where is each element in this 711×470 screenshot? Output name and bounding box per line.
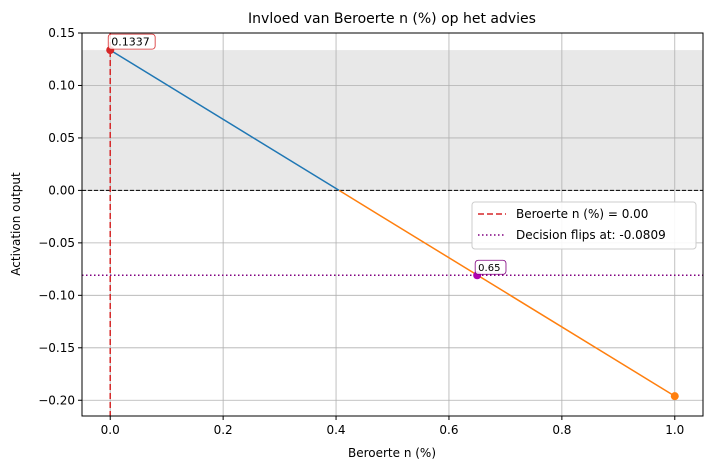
legend-box bbox=[471, 201, 697, 250]
y-tick-label: 0.00 bbox=[48, 183, 75, 197]
plot-area: 0.1337 0.65 0.0 0.2 0.4 0.6 0.8 1.0 0.15 0.10 0.05… bbox=[38, 26, 704, 437]
x-tick-label: 1.0 bbox=[665, 423, 684, 437]
y-tick-label: −0.15 bbox=[38, 341, 75, 355]
y-axis-label: Activation output bbox=[9, 172, 23, 276]
legend-entry-current-value: Beroerte n (%) = 0.00 bbox=[516, 207, 648, 221]
point-label: 0.1337 bbox=[111, 36, 149, 49]
series-line-2 bbox=[338, 189, 676, 397]
legend-entry-decision-flip: Decision flips at: -0.0809 bbox=[516, 228, 666, 242]
x-tick-label: 0.0 bbox=[101, 423, 120, 437]
point-label: 0.65 bbox=[478, 263, 500, 274]
x-tick-label: 0.6 bbox=[439, 423, 458, 437]
shaded-region bbox=[82, 50, 703, 191]
y-tick-label: 0.15 bbox=[48, 26, 75, 40]
axes-frame bbox=[81, 32, 704, 417]
data-point-3 bbox=[670, 392, 679, 401]
x-tick-label: 0.4 bbox=[326, 423, 345, 437]
point-label-box bbox=[474, 259, 507, 275]
x-axis-label: Beroerte n (%) bbox=[348, 446, 436, 460]
point-label-box bbox=[107, 33, 156, 50]
y-tick-label: 0.05 bbox=[48, 131, 75, 145]
legend: Beroerte n (%) = 0.00 Decision flips at: … bbox=[471, 201, 697, 250]
x-tick-label: 0.2 bbox=[214, 423, 233, 437]
y-tick-label: −0.05 bbox=[38, 236, 75, 250]
chart-title: Invloed van Beroerte n (%) op het advies bbox=[248, 11, 536, 27]
series-line-1 bbox=[109, 49, 340, 192]
y-tick-label: −0.20 bbox=[38, 393, 75, 407]
y-tick-label: 0.10 bbox=[48, 78, 75, 92]
x-tick-label: 0.8 bbox=[552, 423, 571, 437]
y-tick-label: −0.10 bbox=[38, 288, 75, 302]
